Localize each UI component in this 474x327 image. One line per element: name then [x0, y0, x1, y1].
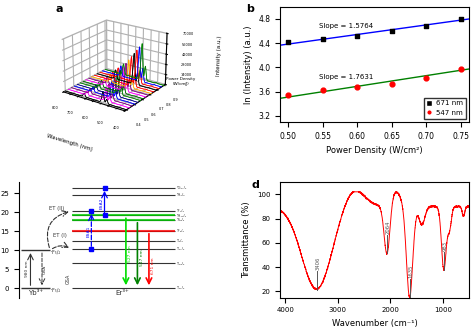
Text: 2064: 2064 — [386, 220, 391, 234]
Text: Yb³⁺: Yb³⁺ — [28, 290, 43, 296]
Point — [319, 88, 327, 93]
Text: GSA: GSA — [43, 265, 46, 274]
Text: Slope = 1.5764: Slope = 1.5764 — [319, 24, 374, 29]
Text: GSA: GSA — [66, 273, 71, 284]
Point — [423, 23, 430, 28]
Text: Er³⁺: Er³⁺ — [116, 290, 129, 296]
Text: a: a — [56, 4, 64, 14]
Point — [388, 81, 396, 86]
Text: Power Density
(W/cm²): Power Density (W/cm²) — [166, 77, 195, 86]
Text: 980 nm: 980 nm — [25, 261, 29, 277]
X-axis label: Wavenumber (cm⁻¹): Wavenumber (cm⁻¹) — [332, 319, 418, 327]
Point — [457, 66, 465, 71]
Text: ²F₅/₂: ²F₅/₂ — [51, 249, 61, 254]
Text: ²H₉/₂: ²H₉/₂ — [177, 194, 185, 198]
Text: ET (II): ET (II) — [49, 206, 64, 212]
Point — [423, 75, 430, 80]
Text: ESA1: ESA1 — [86, 226, 91, 237]
Text: ⁴S₃/₂: ⁴S₃/₂ — [177, 218, 185, 222]
Point — [319, 37, 327, 42]
Text: ²H₁₁/₂: ²H₁₁/₂ — [177, 214, 187, 217]
Text: ⁴F₉/₂: ⁴F₉/₂ — [177, 229, 185, 233]
Text: ²F₅/₂: ²F₅/₂ — [51, 287, 61, 292]
Text: 983: 983 — [443, 241, 448, 250]
Text: ET (I): ET (I) — [53, 233, 67, 238]
Point — [354, 84, 361, 89]
Point — [457, 16, 465, 21]
Text: ⁴G₁₁/₂: ⁴G₁₁/₂ — [177, 186, 187, 190]
Text: ESA2: ESA2 — [100, 197, 104, 209]
Y-axis label: Transmittance (%): Transmittance (%) — [242, 201, 251, 278]
Y-axis label: ln (Intensity) (a.u.): ln (Intensity) (a.u.) — [244, 25, 253, 104]
Text: 1635: 1635 — [409, 265, 414, 278]
Legend: 671 nm, 547 nm: 671 nm, 547 nm — [424, 97, 466, 119]
Text: d: d — [252, 180, 260, 190]
Text: 527 nm: 527 nm — [128, 246, 132, 262]
Text: 547 nm: 547 nm — [140, 250, 144, 266]
Text: ⁴F₇/₂: ⁴F₇/₂ — [177, 209, 185, 213]
Text: 671 nm: 671 nm — [151, 257, 155, 274]
Text: ⁴I₉/₂: ⁴I₉/₂ — [177, 239, 184, 243]
Text: Slope = 1.7631: Slope = 1.7631 — [319, 75, 374, 80]
X-axis label: Wavelength (nm): Wavelength (nm) — [46, 133, 93, 152]
Text: b: b — [246, 4, 254, 14]
Text: ⁴I₁₅/₂: ⁴I₁₅/₂ — [177, 286, 185, 290]
Point — [388, 28, 396, 33]
Text: 3406: 3406 — [316, 257, 320, 270]
Point — [284, 39, 292, 44]
X-axis label: Power Density (W/cm²): Power Density (W/cm²) — [326, 146, 423, 155]
Text: ⁴I₁₁/₂: ⁴I₁₁/₂ — [177, 247, 185, 251]
Point — [284, 92, 292, 97]
Point — [354, 33, 361, 38]
Text: ⁴I₁₃/₂: ⁴I₁₃/₂ — [177, 262, 185, 266]
